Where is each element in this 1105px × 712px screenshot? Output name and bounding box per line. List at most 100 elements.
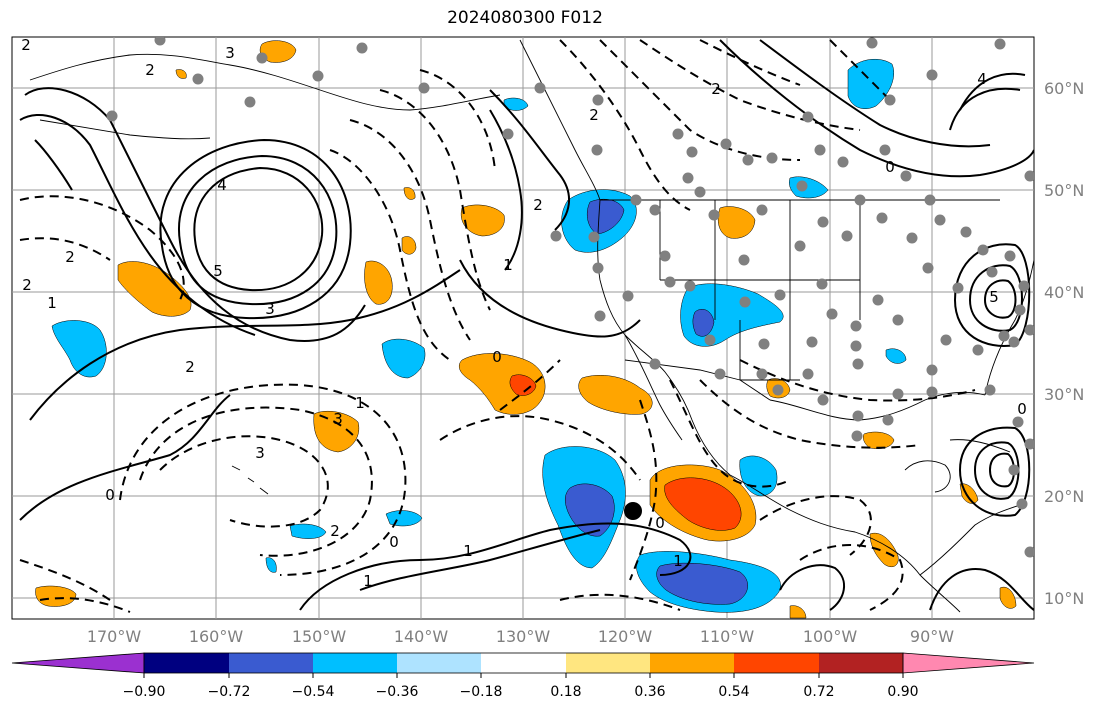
hawaiian-islands	[231, 465, 269, 495]
lat-label: 50°N	[1044, 181, 1084, 200]
contour-high-ring	[177, 154, 338, 306]
contour-label: 1	[363, 572, 373, 590]
contour-label: 2	[22, 276, 32, 294]
contour-west-high	[24, 87, 366, 342]
contour-label: 2	[21, 36, 31, 54]
negative-anomaly-area	[265, 557, 277, 573]
contour-south-east	[929, 568, 1034, 611]
positive-anomaly-area	[403, 187, 416, 200]
contour-negative	[119, 383, 407, 576]
contour-one	[459, 259, 641, 338]
strong-positive-anomaly-area	[509, 374, 537, 396]
contour-labels: 2 3 2 4 3 2 5 3 2 1 0 2 2 1 3 2 2 1 0 1 …	[21, 36, 1027, 590]
contour-negative	[379, 89, 491, 311]
contour-two	[489, 109, 523, 271]
contour-label: 3	[265, 300, 275, 318]
latitude-labels: 60°N 50°N 40°N 30°N 20°N 10°N	[1044, 79, 1084, 608]
positive-anomaly-area	[35, 585, 77, 607]
contour-label: 4	[217, 176, 227, 194]
positive-anomaly-area	[364, 260, 393, 305]
colorbar-tick-label: −0.54	[292, 684, 335, 700]
contour-southeast-low	[958, 426, 1031, 517]
colorbar-tick-label: 0.90	[887, 684, 918, 700]
contour-label: 0	[492, 348, 502, 366]
contour-negative	[599, 39, 801, 161]
lon-label: 110°W	[700, 627, 755, 646]
colorbar-tick-label: 0.72	[803, 684, 834, 700]
contour-east-low-ring	[968, 264, 1023, 332]
colorbar-segment	[229, 653, 313, 673]
contour-negative	[19, 195, 185, 301]
positive-anomaly-area	[717, 206, 756, 239]
positive-anomaly-area	[869, 532, 899, 567]
contour-label: 4	[977, 70, 987, 88]
contour-label: 3	[225, 44, 235, 62]
colorbar-tick-label: −0.36	[376, 684, 419, 700]
contour-zero	[19, 394, 231, 521]
contour-negative	[19, 559, 111, 601]
contour-negative	[639, 39, 861, 131]
aleutian-chain	[39, 119, 211, 140]
colorbar-segment	[566, 653, 650, 673]
negative-anomaly-area	[885, 348, 907, 364]
contour-label: 0	[105, 486, 115, 504]
contour-northeast	[949, 87, 1021, 131]
map-title: 2024080300 F012	[447, 8, 603, 28]
colorbar-segment	[144, 653, 229, 673]
lon-label: 170°W	[87, 627, 142, 646]
colorbar-segment	[650, 653, 734, 673]
colorbar-tick-label: 0.54	[718, 684, 749, 700]
lon-label: 100°W	[803, 627, 858, 646]
positive-anomaly-area	[117, 261, 192, 317]
contour-one	[299, 522, 692, 611]
contour-label: 2	[711, 80, 721, 98]
contour-two	[489, 89, 571, 231]
lon-label: 140°W	[394, 627, 449, 646]
contour-label: 0	[1017, 400, 1027, 418]
colorbar: −0.90 −0.72 −0.54 −0.36 −0.18 0.18 0.36 …	[11, 652, 1035, 700]
colorbar-low-extend	[11, 652, 145, 674]
coastlines	[29, 39, 1034, 613]
contour-negative	[159, 435, 329, 528]
contour-label: 1	[355, 394, 365, 412]
contour-label: 3	[333, 410, 343, 428]
positive-anomaly-area	[401, 236, 417, 255]
colorbar-tick-label: −0.18	[460, 684, 503, 700]
contour-high-ring	[159, 138, 352, 320]
colorbar-segment	[313, 653, 397, 673]
contour-negative	[559, 39, 691, 211]
positive-anomaly-area	[175, 69, 187, 79]
contour-negative	[669, 379, 791, 488]
contour-northeast	[719, 39, 1034, 178]
contour-label: 1	[47, 294, 57, 312]
contour-label: 2	[65, 248, 75, 266]
contour-negative	[39, 597, 131, 613]
contour-label: 0	[389, 533, 399, 551]
positive-anomaly-area	[999, 586, 1017, 609]
contour-northeast	[959, 72, 1026, 111]
contour-negative	[559, 593, 681, 611]
colorbar-segment	[819, 653, 903, 673]
colorbar-tick-label: −0.90	[123, 684, 166, 700]
strong-positive-anomaly-area	[664, 477, 742, 531]
contour-label: 1	[463, 542, 473, 560]
longitude-labels: 170°W 160°W 150°W 140°W 130°W 120°W 110°…	[87, 627, 954, 646]
lon-label: 120°W	[598, 627, 653, 646]
contour-negative	[829, 39, 891, 101]
state-borders	[659, 200, 861, 381]
lon-label: 150°W	[292, 627, 347, 646]
contour-negative	[499, 359, 561, 411]
contour-west-high	[19, 114, 256, 336]
contour-negative	[19, 237, 111, 261]
strong-negative-anomaly-area	[692, 309, 715, 337]
central-america	[919, 504, 1021, 576]
contour-label: 2	[145, 61, 155, 79]
station-dots	[106, 37, 1034, 558]
contour-east-low-ring	[983, 279, 1017, 319]
positive-anomaly-area	[789, 605, 807, 619]
colorbar-high-extend	[902, 652, 1035, 674]
colorbar-tick-label: −0.72	[208, 684, 251, 700]
yucatan	[904, 460, 951, 493]
lon-label: 90°W	[910, 627, 954, 646]
contour-one	[29, 269, 461, 421]
